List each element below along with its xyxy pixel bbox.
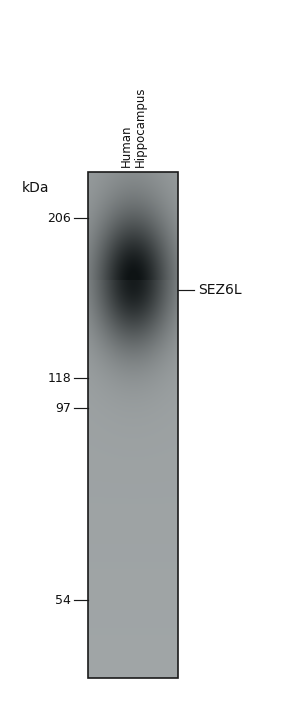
Bar bbox=[88, 172, 178, 678]
Text: Hippocampus: Hippocampus bbox=[133, 86, 147, 167]
Text: 54: 54 bbox=[55, 593, 71, 607]
Text: kDa: kDa bbox=[22, 181, 49, 195]
Text: 97: 97 bbox=[55, 401, 71, 415]
Text: SEZ6L: SEZ6L bbox=[198, 283, 242, 297]
Text: Human: Human bbox=[120, 124, 133, 167]
Text: 206: 206 bbox=[47, 212, 71, 224]
Text: 118: 118 bbox=[47, 371, 71, 385]
